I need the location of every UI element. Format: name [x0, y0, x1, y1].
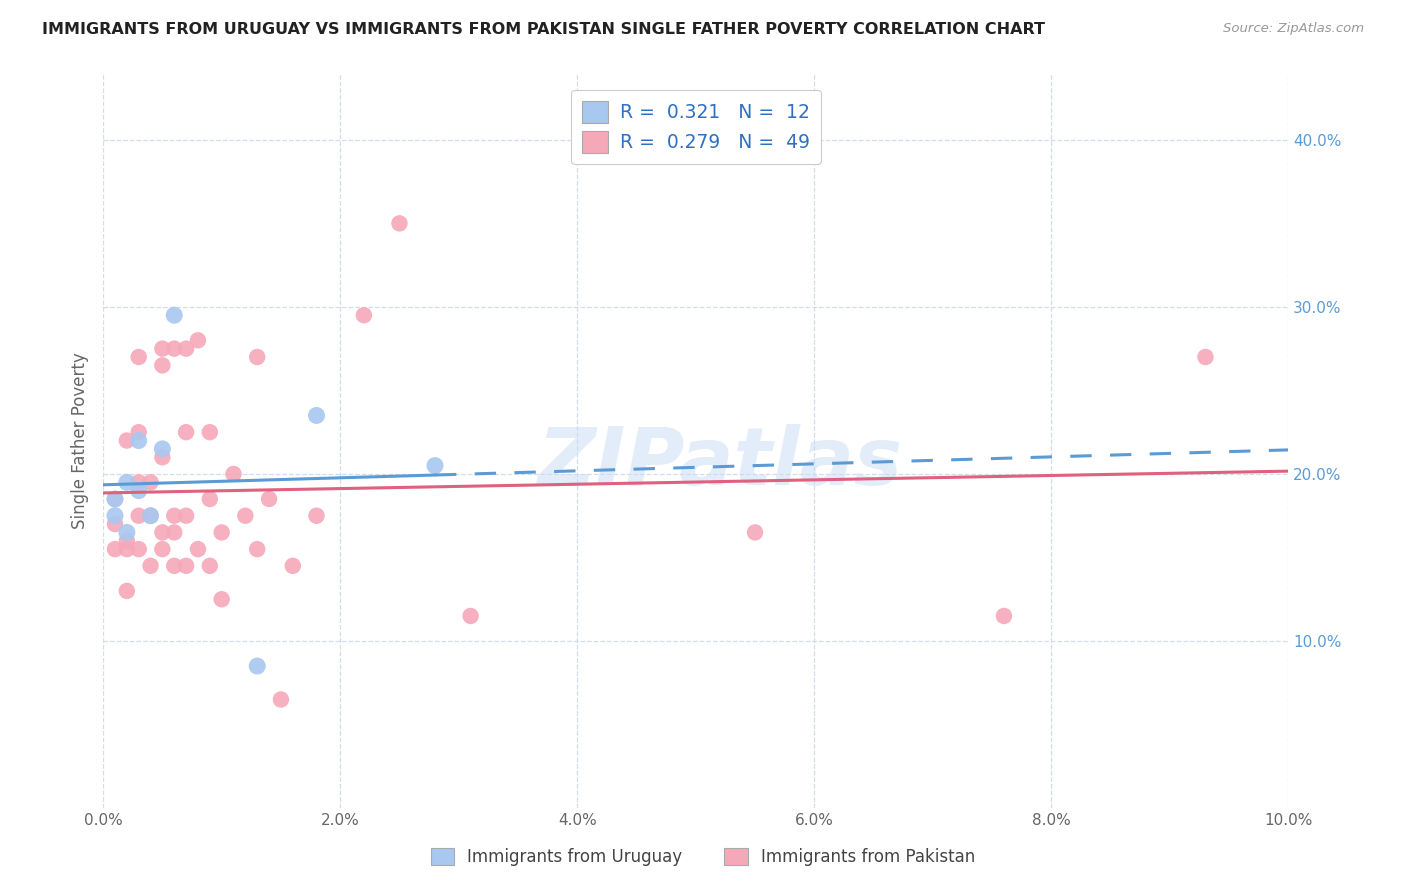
- Point: [246, 659, 269, 673]
- Point: [174, 342, 197, 356]
- Point: [128, 475, 150, 490]
- Y-axis label: Single Father Poverty: Single Father Poverty: [72, 352, 89, 529]
- Point: [163, 308, 186, 322]
- Point: [128, 508, 150, 523]
- Point: [388, 216, 411, 230]
- Point: [187, 542, 209, 557]
- Point: [115, 583, 138, 598]
- Point: [174, 558, 197, 573]
- Point: [115, 533, 138, 548]
- Point: [187, 333, 209, 347]
- Point: [104, 542, 127, 557]
- Point: [222, 467, 245, 481]
- Point: [305, 508, 328, 523]
- Point: [139, 558, 162, 573]
- Point: [163, 342, 186, 356]
- Legend: R =  0.321   N =  12, R =  0.279   N =  49: R = 0.321 N = 12, R = 0.279 N = 49: [571, 90, 821, 164]
- Point: [115, 434, 138, 448]
- Point: [139, 508, 162, 523]
- Point: [152, 359, 174, 373]
- Point: [257, 491, 280, 506]
- Point: [152, 442, 174, 456]
- Point: [163, 508, 186, 523]
- Point: [104, 491, 127, 506]
- Point: [128, 350, 150, 364]
- Point: [246, 350, 269, 364]
- Point: [128, 434, 150, 448]
- Point: [139, 508, 162, 523]
- Point: [115, 475, 138, 490]
- Point: [744, 525, 766, 540]
- Text: IMMIGRANTS FROM URUGUAY VS IMMIGRANTS FROM PAKISTAN SINGLE FATHER POVERTY CORREL: IMMIGRANTS FROM URUGUAY VS IMMIGRANTS FR…: [42, 22, 1045, 37]
- Point: [246, 542, 269, 557]
- Point: [305, 409, 328, 423]
- Point: [152, 542, 174, 557]
- Text: Source: ZipAtlas.com: Source: ZipAtlas.com: [1223, 22, 1364, 36]
- Point: [128, 425, 150, 440]
- Point: [198, 491, 221, 506]
- Legend: Immigrants from Uruguay, Immigrants from Pakistan: Immigrants from Uruguay, Immigrants from…: [422, 840, 984, 875]
- Point: [211, 592, 233, 607]
- Point: [104, 517, 127, 532]
- Point: [115, 525, 138, 540]
- Point: [211, 525, 233, 540]
- Point: [460, 609, 482, 624]
- Point: [163, 558, 186, 573]
- Point: [993, 609, 1015, 624]
- Point: [128, 542, 150, 557]
- Point: [152, 450, 174, 465]
- Point: [281, 558, 304, 573]
- Point: [1194, 350, 1216, 364]
- Point: [152, 342, 174, 356]
- Point: [104, 508, 127, 523]
- Point: [174, 425, 197, 440]
- Text: ZIPatlas: ZIPatlas: [537, 424, 903, 501]
- Point: [152, 525, 174, 540]
- Point: [163, 525, 186, 540]
- Point: [198, 558, 221, 573]
- Point: [104, 491, 127, 506]
- Point: [139, 475, 162, 490]
- Point: [198, 425, 221, 440]
- Point: [423, 458, 446, 473]
- Point: [270, 692, 292, 706]
- Point: [115, 542, 138, 557]
- Point: [128, 483, 150, 498]
- Point: [353, 308, 375, 322]
- Point: [235, 508, 257, 523]
- Point: [174, 508, 197, 523]
